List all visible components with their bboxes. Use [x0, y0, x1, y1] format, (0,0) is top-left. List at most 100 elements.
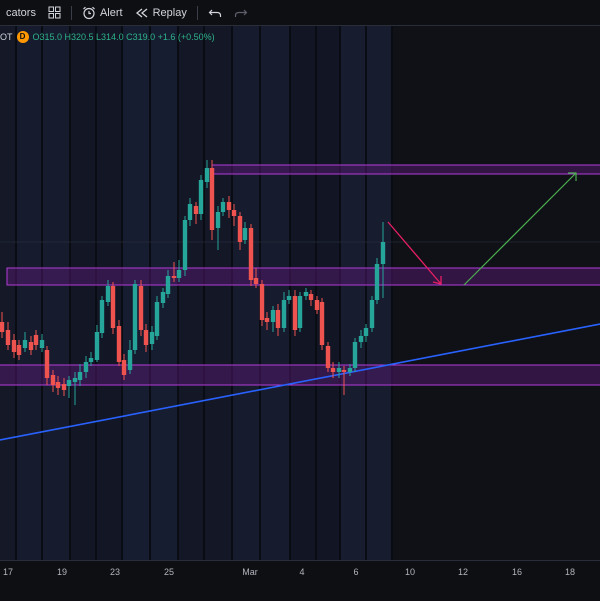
down-arrow[interactable] — [387, 221, 442, 285]
chart-pane[interactable] — [0, 26, 600, 560]
candle-up — [66, 380, 72, 386]
candle-up — [380, 242, 386, 264]
layout-button[interactable] — [42, 0, 67, 25]
candle-down — [11, 340, 17, 352]
candle-down — [16, 345, 22, 355]
price-chart[interactable] — [0, 26, 600, 560]
candle-down — [143, 330, 149, 345]
candle-up — [105, 286, 111, 302]
undo-button[interactable] — [202, 0, 228, 25]
trendline[interactable] — [0, 323, 600, 441]
undo-icon — [208, 9, 221, 17]
candle-up — [39, 340, 45, 348]
background-band — [392, 26, 600, 560]
candle-up — [358, 336, 364, 342]
candles — [0, 160, 386, 405]
candle-up — [127, 350, 133, 370]
candle-down — [33, 335, 39, 345]
candle-down — [308, 294, 314, 300]
ohlc-legend: OT D O315.0 H320.5 L314.0 C319.0 +1.6 (+… — [0, 31, 215, 43]
candle-down — [171, 276, 177, 278]
candle-up — [160, 292, 166, 303]
candle-down — [50, 375, 56, 385]
candle-down — [0, 322, 5, 332]
rewind-icon — [135, 7, 147, 18]
candle-up — [336, 368, 342, 372]
candle-up — [77, 372, 83, 380]
candle-down — [231, 210, 237, 216]
candle-up — [220, 202, 226, 212]
candle-down — [209, 168, 215, 230]
candle-up — [154, 302, 160, 336]
candle-down — [110, 286, 116, 328]
candle-down — [226, 202, 232, 210]
top-toolbar: cators Alert Replay — [0, 0, 600, 26]
interval-badge[interactable]: D — [16, 31, 29, 43]
candle-down — [253, 278, 259, 284]
candle-up — [176, 270, 182, 278]
down-arrow-head — [432, 276, 442, 285]
candle-up — [72, 378, 78, 382]
candle-up — [149, 332, 155, 344]
candle-up — [352, 342, 358, 368]
candle-up — [132, 284, 138, 350]
x-tick-label: 6 — [353, 567, 359, 577]
replay-label: Replay — [152, 6, 187, 19]
candle-up — [99, 300, 105, 333]
session-background — [0, 26, 600, 560]
candle-up — [303, 292, 309, 296]
up-arrow-head — [568, 172, 577, 181]
alert-button[interactable]: Alert — [76, 0, 129, 25]
up-arrow-line — [463, 172, 577, 286]
support-zone[interactable] — [0, 364, 600, 386]
candle-up — [242, 228, 248, 240]
up-arrow[interactable] — [463, 172, 577, 286]
indicators-label: cators — [6, 6, 36, 19]
candle-up — [182, 220, 188, 270]
candle-up — [22, 340, 28, 348]
resistance-zone[interactable] — [211, 164, 600, 175]
indicators-button[interactable]: cators — [0, 0, 42, 25]
candle-up — [83, 362, 89, 372]
x-tick-label: 25 — [163, 567, 175, 577]
candle-up — [94, 332, 100, 360]
candle-up — [369, 300, 375, 328]
x-tick-label: 10 — [404, 567, 416, 577]
candle-up — [363, 328, 369, 336]
x-tick-label: 12 — [457, 567, 469, 577]
symbol-label: OT — [0, 32, 13, 42]
candle-down — [28, 342, 34, 350]
candle-down — [325, 346, 331, 368]
candle-up — [297, 296, 303, 328]
candle-down — [341, 370, 347, 372]
candle-up — [198, 180, 204, 214]
candle-down — [319, 302, 325, 345]
candle-down — [193, 206, 199, 214]
x-tick-label: 16 — [511, 567, 523, 577]
candle-down — [55, 382, 61, 388]
toolbar-divider — [196, 5, 198, 20]
candle-down — [5, 330, 11, 345]
candle-up — [204, 168, 210, 182]
candle-down — [292, 296, 298, 330]
candle-up — [374, 264, 380, 300]
candle-up — [281, 300, 287, 328]
candle-down — [237, 216, 243, 242]
candle-up — [347, 368, 353, 372]
x-tick-label: 19 — [56, 567, 68, 577]
candle-down — [259, 284, 265, 320]
candle-down — [264, 318, 270, 322]
replay-button[interactable]: Replay — [129, 0, 193, 25]
candle-down — [61, 384, 67, 390]
ohlc-values: O315.0 H320.5 L314.0 C319.0 +1.6 (+0.50%… — [32, 32, 215, 42]
redo-button[interactable] — [228, 0, 254, 25]
candle-down — [116, 326, 122, 362]
time-axis[interactable]: 17 19 23 25 Mar 4 6 10 12 16 18 — [0, 560, 600, 601]
candle-up — [88, 358, 94, 362]
candle-up — [215, 212, 221, 228]
candle-down — [248, 228, 254, 280]
redo-icon — [234, 9, 248, 17]
down-arrow-line — [387, 221, 442, 285]
mid-zone[interactable] — [6, 267, 600, 286]
candle-down — [275, 310, 281, 328]
